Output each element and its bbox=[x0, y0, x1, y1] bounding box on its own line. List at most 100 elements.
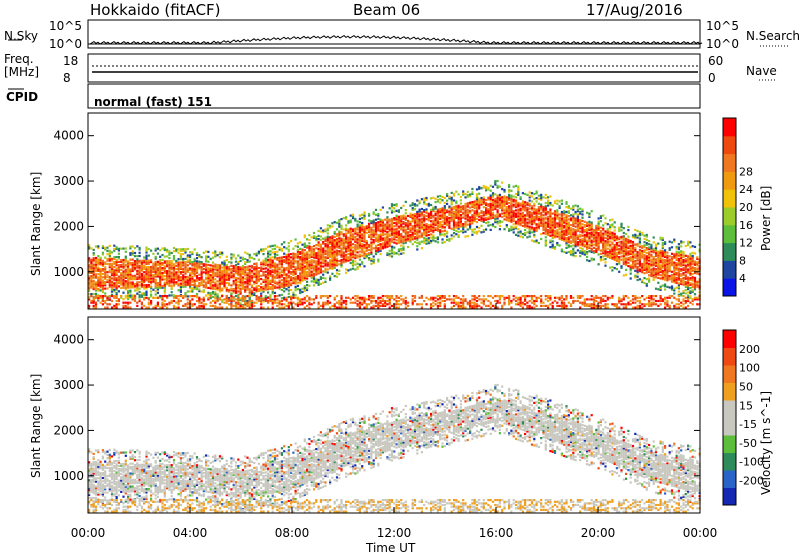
power-cell bbox=[361, 243, 364, 246]
power-cell bbox=[189, 278, 192, 281]
power-cell bbox=[416, 303, 419, 306]
power-cell bbox=[370, 233, 373, 236]
power-cell bbox=[409, 214, 412, 217]
power-cell bbox=[239, 282, 242, 285]
power-cell bbox=[152, 269, 155, 272]
power-cell bbox=[491, 205, 495, 208]
power-cell bbox=[276, 298, 279, 301]
power-cell bbox=[487, 221, 490, 224]
power-cell bbox=[221, 281, 224, 284]
power-cell bbox=[299, 241, 302, 244]
power-cell bbox=[172, 246, 176, 250]
power-cell bbox=[88, 296, 91, 299]
power-cell bbox=[553, 233, 557, 236]
power-cell bbox=[498, 206, 501, 209]
power-cell bbox=[542, 301, 545, 304]
power-cell bbox=[110, 282, 114, 285]
power-cell bbox=[386, 303, 389, 306]
power-cell bbox=[209, 264, 212, 267]
power-cell bbox=[384, 239, 387, 243]
power-cell bbox=[221, 263, 224, 266]
power-cell bbox=[349, 258, 352, 261]
power-cell bbox=[301, 259, 304, 263]
power-cell bbox=[427, 225, 430, 228]
power-cell bbox=[491, 192, 495, 195]
power-cell bbox=[514, 192, 518, 196]
power-cell bbox=[202, 279, 205, 282]
power-cell bbox=[99, 261, 102, 264]
power-cell bbox=[88, 306, 91, 309]
power-cell bbox=[377, 303, 380, 306]
power-cell bbox=[202, 290, 205, 294]
power-cell bbox=[234, 270, 238, 273]
power-cell bbox=[377, 296, 380, 299]
power-cell bbox=[494, 306, 497, 309]
power-cell bbox=[505, 296, 508, 299]
power-cell bbox=[544, 228, 547, 231]
power-cell bbox=[269, 263, 272, 266]
power-cell bbox=[145, 259, 148, 262]
power-cell bbox=[182, 269, 185, 272]
power-cell bbox=[172, 271, 176, 274]
power-cell bbox=[473, 200, 476, 203]
power-cell bbox=[150, 290, 153, 293]
power-cell bbox=[267, 250, 270, 253]
power-cell bbox=[404, 225, 407, 228]
power-cell bbox=[482, 212, 485, 215]
power-cell bbox=[90, 266, 93, 270]
power-cell bbox=[246, 272, 249, 275]
power-cell bbox=[182, 296, 185, 299]
power-cell bbox=[264, 264, 267, 267]
power-cell bbox=[303, 262, 306, 265]
power-cell bbox=[528, 207, 531, 210]
power-cell bbox=[264, 283, 267, 286]
power-cell bbox=[473, 206, 476, 210]
power-cell bbox=[464, 217, 467, 220]
power-cell bbox=[434, 228, 437, 231]
power-cell bbox=[301, 248, 304, 251]
power-cell bbox=[365, 304, 368, 307]
power-cell bbox=[143, 266, 146, 269]
power-cell bbox=[553, 215, 557, 218]
power-cell bbox=[544, 223, 547, 226]
power-cell bbox=[110, 270, 114, 274]
power-cell bbox=[556, 235, 559, 238]
power-cell bbox=[200, 274, 203, 277]
noise-tick-low-right: 10^0 bbox=[706, 37, 739, 51]
power-cell bbox=[420, 221, 423, 224]
power-cell bbox=[122, 291, 125, 294]
power-cell bbox=[306, 266, 309, 269]
power-cell bbox=[535, 223, 538, 226]
power-cell bbox=[133, 289, 137, 292]
power-cell bbox=[524, 220, 527, 223]
power-cell bbox=[207, 275, 210, 278]
power-cell bbox=[388, 220, 391, 223]
power-cell bbox=[494, 225, 497, 229]
power-cell bbox=[480, 187, 483, 190]
power-cell bbox=[294, 287, 297, 290]
power-cell bbox=[179, 256, 182, 259]
power-cell bbox=[244, 280, 247, 283]
power-cell bbox=[230, 295, 233, 298]
power-cell bbox=[432, 296, 435, 299]
power-cell bbox=[464, 212, 467, 215]
power-cell bbox=[524, 303, 527, 306]
power-cell bbox=[441, 230, 444, 233]
power-cell bbox=[218, 272, 221, 275]
power-cell bbox=[381, 247, 384, 250]
power-cell bbox=[505, 202, 508, 205]
power-cell bbox=[136, 245, 139, 248]
power-cell bbox=[216, 254, 219, 257]
power-cell bbox=[308, 248, 311, 251]
power-cell bbox=[136, 286, 139, 289]
power-cell bbox=[441, 223, 444, 226]
power-cell bbox=[133, 282, 137, 286]
power-cell bbox=[567, 226, 570, 229]
power-cell bbox=[303, 306, 306, 309]
power-cell bbox=[556, 233, 559, 236]
power-cell bbox=[200, 270, 203, 273]
power-cell bbox=[464, 220, 467, 223]
power-cell bbox=[560, 248, 563, 251]
power-cell bbox=[133, 261, 137, 264]
power-cell bbox=[345, 271, 348, 274]
